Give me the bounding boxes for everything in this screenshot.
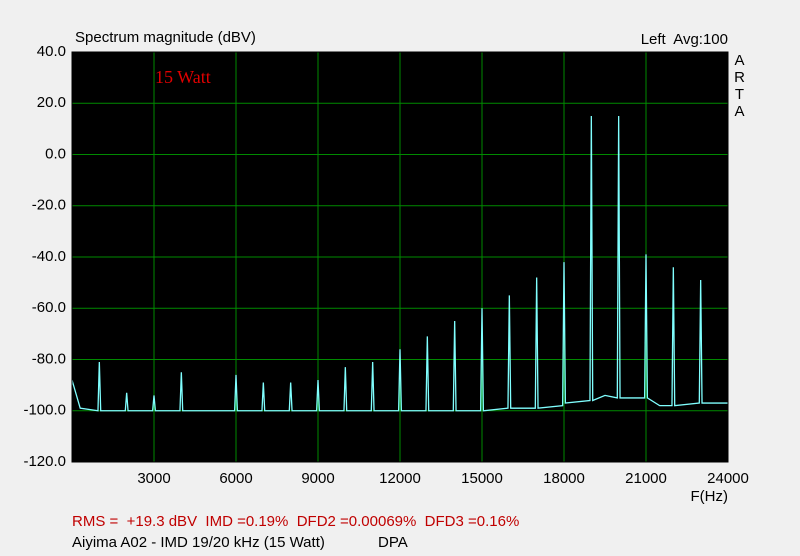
annotation: 15 Watt	[155, 67, 211, 87]
x-tick-label: 3000	[137, 470, 170, 487]
x-tick-label: 18000	[543, 470, 585, 487]
plot-border	[71, 51, 729, 463]
y-tick-label: -80.0	[32, 350, 66, 367]
y-tick-label: -60.0	[32, 299, 66, 316]
x-tick-label: 12000	[379, 470, 421, 487]
x-tick-label: 21000	[625, 470, 667, 487]
x-tick-label: 15000	[461, 470, 503, 487]
chart-title: Spectrum magnitude (dBV)	[75, 29, 256, 46]
watermark: ARTA	[731, 52, 748, 120]
x-tick-label: 24000	[707, 470, 749, 487]
y-tick-label: 20.0	[37, 94, 66, 111]
spectrum-line	[71, 116, 728, 412]
x-axis-label: F(Hz)	[691, 488, 729, 505]
header-right: Left Avg:100	[641, 31, 728, 48]
footer-caption: Aiyima A02 - IMD 19/20 kHz (15 Watt)	[72, 534, 325, 551]
y-tick-label: -100.0	[23, 402, 66, 419]
x-tick-label: 6000	[219, 470, 252, 487]
y-tick-label: 0.0	[45, 145, 66, 162]
x-tick-label: 9000	[301, 470, 334, 487]
y-tick-label: -120.0	[23, 453, 66, 470]
y-tick-label: 40.0	[37, 43, 66, 60]
y-tick-label: -20.0	[32, 197, 66, 214]
footer-stats: RMS = +19.3 dBV IMD =0.19% DFD2 =0.00069…	[72, 513, 519, 530]
y-tick-label: -40.0	[32, 248, 66, 265]
footer-source: DPA	[378, 534, 408, 551]
